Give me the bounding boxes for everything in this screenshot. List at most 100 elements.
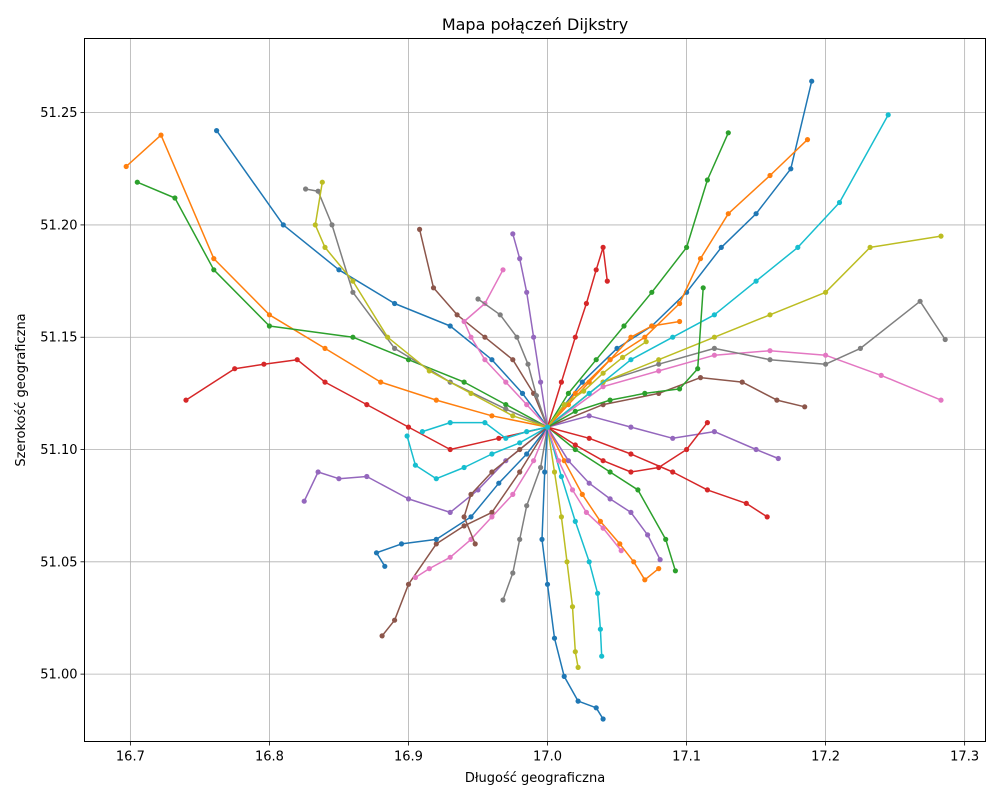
- data-point: [211, 256, 217, 262]
- data-point: [628, 451, 634, 457]
- data-point: [823, 289, 829, 295]
- data-point: [704, 420, 711, 426]
- series-35: [544, 424, 663, 563]
- data-point: [489, 413, 495, 419]
- data-point: [482, 357, 488, 363]
- data-point: [417, 226, 423, 232]
- data-point: [482, 420, 488, 426]
- data-point: [392, 617, 398, 623]
- data-point: [398, 541, 405, 547]
- data-point: [430, 285, 437, 291]
- data-point: [700, 285, 706, 291]
- data-point: [656, 566, 662, 572]
- data-point: [433, 397, 439, 403]
- data-point: [303, 186, 309, 192]
- data-point: [405, 581, 412, 587]
- data-point: [447, 554, 453, 560]
- series-line: [463, 269, 549, 428]
- series-line: [512, 233, 549, 428]
- y-axis-label: Szerokość geograficzna: [14, 313, 29, 466]
- data-point: [597, 626, 604, 632]
- data-point: [447, 420, 453, 426]
- data-point: [123, 163, 129, 170]
- series-line: [502, 426, 549, 601]
- data-point: [642, 334, 648, 340]
- data-point: [517, 440, 523, 446]
- data-point: [350, 334, 356, 340]
- data-point: [938, 233, 944, 239]
- data-point: [382, 563, 388, 569]
- data-point: [583, 509, 590, 515]
- data-point: [378, 379, 384, 385]
- data-point: [524, 429, 530, 435]
- data-point: [631, 559, 637, 565]
- data-point: [725, 211, 731, 217]
- data-point: [503, 435, 509, 441]
- data-point: [586, 435, 592, 441]
- data-point: [670, 469, 676, 475]
- data-point: [711, 334, 718, 340]
- data-point: [620, 354, 626, 360]
- data-point: [836, 199, 843, 206]
- data-point: [684, 446, 690, 453]
- x-tick-label: 17.0: [533, 750, 562, 765]
- data-point: [656, 464, 662, 471]
- data-point: [635, 487, 641, 493]
- data-point: [514, 334, 520, 340]
- data-point: [867, 244, 873, 250]
- data-point: [583, 300, 590, 307]
- data-point: [597, 518, 604, 525]
- data-point: [764, 514, 770, 520]
- data-point: [572, 334, 578, 340]
- data-point: [600, 525, 606, 531]
- series-line: [185, 358, 548, 451]
- data-point: [517, 536, 523, 543]
- data-point: [607, 469, 613, 475]
- data-point: [211, 267, 217, 273]
- data-point: [704, 177, 711, 183]
- data-point: [628, 334, 634, 340]
- data-point: [517, 256, 523, 262]
- data-point: [823, 352, 829, 358]
- data-point: [447, 323, 453, 329]
- data-point: [468, 514, 474, 520]
- data-point: [461, 514, 467, 520]
- data-point: [524, 451, 530, 457]
- data-point: [558, 514, 565, 520]
- data-point: [775, 455, 781, 462]
- series-30: [404, 424, 551, 482]
- data-point: [405, 424, 412, 430]
- data-point: [857, 345, 864, 351]
- data-point: [350, 278, 356, 284]
- data-point: [677, 386, 683, 392]
- data-point: [447, 509, 453, 515]
- data-point: [649, 289, 655, 295]
- data-point: [600, 458, 606, 464]
- data-point: [628, 509, 634, 515]
- data-point: [569, 487, 576, 493]
- y-tick-label: 51.15: [40, 331, 77, 346]
- data-point: [767, 312, 773, 318]
- data-point: [232, 366, 238, 372]
- data-point: [677, 300, 683, 307]
- data-point: [767, 172, 773, 179]
- data-point: [510, 491, 516, 497]
- data-point: [586, 559, 592, 565]
- data-point: [657, 557, 663, 563]
- x-axis-label: Długość geograficzna: [465, 771, 605, 786]
- data-point: [454, 312, 460, 318]
- series-37: [544, 424, 624, 554]
- data-point: [405, 496, 412, 502]
- data-point: [475, 296, 481, 302]
- data-point: [461, 523, 467, 529]
- series-layer: [123, 78, 948, 722]
- series-20: [544, 112, 891, 430]
- data-point: [753, 278, 759, 284]
- x-tick-label: 17.1: [672, 750, 701, 765]
- series-line: [546, 341, 647, 428]
- data-point: [542, 469, 548, 475]
- data-point: [586, 480, 592, 486]
- data-point: [697, 375, 704, 381]
- data-point: [392, 345, 398, 351]
